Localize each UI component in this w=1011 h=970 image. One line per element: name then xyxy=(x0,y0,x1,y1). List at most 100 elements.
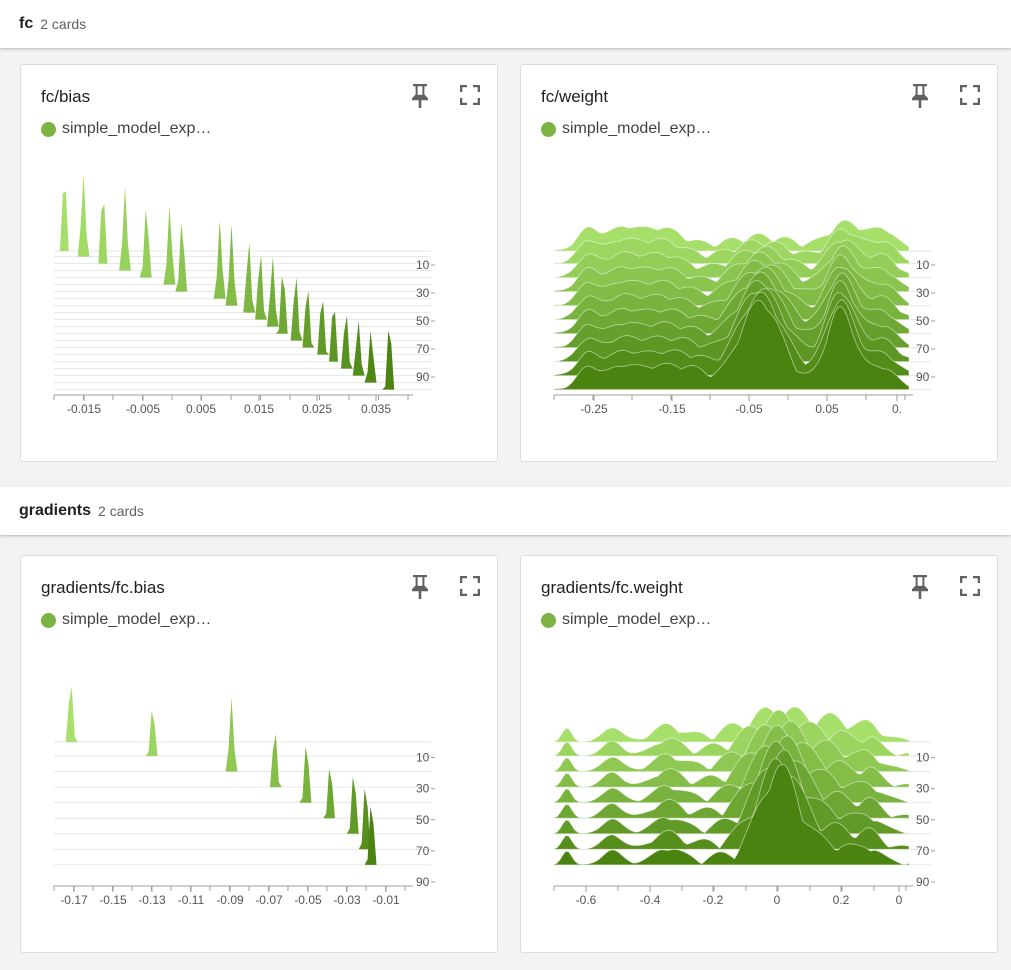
card-fc-weight: fc/weight simple_model_exp… 10 30 50 70 90 -0… xyxy=(520,64,998,462)
histogram-chart[interactable]: 10 30 50 70 90 -0.25 -0.15 -0.05 0.05 0. xyxy=(521,65,999,463)
histogram-slices xyxy=(553,219,910,390)
legend: simple_model_exp… xyxy=(41,120,211,138)
pin-icon xyxy=(912,84,928,108)
x-tick-label: -0.005 xyxy=(126,402,160,416)
pin-icon xyxy=(412,575,428,599)
group-card-count: 2 cards xyxy=(40,16,87,32)
step-tick-label: 30 xyxy=(916,286,930,300)
step-tick-label: 30 xyxy=(416,782,430,796)
histogram-slice[interactable] xyxy=(553,291,910,376)
group-title: fc xyxy=(19,15,34,32)
histogram-slice[interactable] xyxy=(553,245,910,292)
card-gradients-fc-weight: gradients/fc.weight simple_model_exp… 10… xyxy=(520,555,998,953)
histogram-slice[interactable] xyxy=(54,301,409,355)
step-tick-label: 90 xyxy=(916,370,930,384)
fullscreen-icon xyxy=(960,85,980,105)
fullscreen-button[interactable] xyxy=(457,572,483,600)
histogram-chart[interactable]: 10 30 50 70 90 -0.17 -0.15 -0.13 -0.11 -0.09 -0.07… xyxy=(21,556,499,954)
pin-button[interactable] xyxy=(407,81,433,109)
x-tick-label: -0.15 xyxy=(658,402,686,416)
histogram-chart[interactable]: 10 30 50 70 90 -0.015 -0.005 0.005 0.015 0.025 0.0… xyxy=(21,65,499,463)
step-tick-label: 10 xyxy=(916,751,930,765)
step-tick-label: 50 xyxy=(916,813,930,827)
x-tick-label: -0.2 xyxy=(703,893,724,907)
fullscreen-button[interactable] xyxy=(957,81,983,109)
histogram-slice[interactable] xyxy=(553,228,910,264)
histogram-slice[interactable] xyxy=(54,186,409,271)
histogram-slice[interactable] xyxy=(553,735,910,804)
x-tick-label: -0.01 xyxy=(372,893,400,907)
histogram-slice[interactable] xyxy=(553,764,910,866)
run-color-dot xyxy=(541,121,556,137)
step-tick-label: 50 xyxy=(416,813,430,827)
group-card-count: 2 cards xyxy=(98,503,144,519)
step-tick-label: 90 xyxy=(416,875,430,889)
x-tick-label: -0.015 xyxy=(67,402,101,416)
x-tick-label: -0.4 xyxy=(640,893,661,907)
x-tick-label: -0.09 xyxy=(216,893,244,907)
run-label: simple_model_exp… xyxy=(562,120,712,137)
histogram-slice[interactable] xyxy=(553,740,910,819)
pin-button[interactable] xyxy=(907,572,933,600)
card-fc-bias: fc/bias simple_model_exp… 10 30 50 70 90 -0.0… xyxy=(20,64,498,462)
x-tick-label: 0 xyxy=(896,893,903,907)
x-axis: -0.015 -0.005 0.005 0.015 0.025 0.035 xyxy=(53,394,413,416)
group-header-gradients[interactable]: gradients 2 cards xyxy=(0,487,1011,535)
step-axis: 10 30 50 70 90 xyxy=(416,751,435,889)
histogram-slice[interactable] xyxy=(553,706,910,743)
run-label: simple_model_exp… xyxy=(62,611,212,628)
histogram-slices xyxy=(553,706,910,866)
step-axis: 10 30 50 70 90 xyxy=(916,751,935,889)
step-gridlines xyxy=(54,250,431,391)
step-tick-label: 10 xyxy=(416,751,430,765)
step-tick-label: 10 xyxy=(916,258,930,272)
x-tick-label: -0.6 xyxy=(576,893,597,907)
legend: simple_model_exp… xyxy=(41,611,211,629)
step-tick-label: 30 xyxy=(416,286,430,300)
histogram-slice[interactable] xyxy=(553,254,910,306)
histogram-slices xyxy=(54,174,409,390)
x-tick-label: -0.05 xyxy=(735,402,763,416)
step-tick-label: 90 xyxy=(416,370,430,384)
legend: simple_model_exp… xyxy=(541,611,711,629)
x-tick-label: -0.15 xyxy=(99,893,127,907)
fullscreen-button[interactable] xyxy=(957,572,983,600)
histogram-slice[interactable] xyxy=(54,806,409,865)
x-tick-label: 0.05 xyxy=(815,402,839,416)
histogram-slice[interactable] xyxy=(54,330,409,383)
card-title: gradients/fc.weight xyxy=(541,578,683,597)
x-tick-label: 0.2 xyxy=(833,893,850,907)
step-tick-label: 50 xyxy=(416,314,430,328)
group-title: gradients xyxy=(19,502,92,519)
pin-button[interactable] xyxy=(907,81,933,109)
x-tick-label: -0.03 xyxy=(333,893,361,907)
card-title: gradients/fc.bias xyxy=(41,578,165,597)
x-tick-label: 0. xyxy=(892,402,902,416)
step-tick-label: 50 xyxy=(916,314,930,328)
step-tick-label: 90 xyxy=(916,875,930,889)
fullscreen-icon xyxy=(460,85,480,105)
histogram-slice[interactable] xyxy=(553,299,910,390)
card-title: fc/bias xyxy=(41,87,91,106)
x-tick-label: -0.05 xyxy=(294,893,322,907)
step-axis: 10 30 50 70 90 xyxy=(916,258,935,384)
run-label: simple_model_exp… xyxy=(562,611,712,628)
histogram-slice[interactable] xyxy=(54,697,409,772)
histogram-slice[interactable] xyxy=(553,749,910,835)
histogram-slice[interactable] xyxy=(553,280,910,348)
histogram-slice[interactable] xyxy=(553,271,910,334)
x-tick-label: -0.13 xyxy=(138,893,166,907)
histogram-slice[interactable] xyxy=(54,224,409,306)
x-tick-label: 0.035 xyxy=(361,402,391,416)
pin-icon xyxy=(412,84,428,108)
card-gradients-fc-bias: gradients/fc.bias simple_model_exp… 10 30… xyxy=(20,555,498,953)
histogram-slice[interactable] xyxy=(553,757,910,850)
histogram-chart[interactable]: 10 30 50 70 90 -0.6 -0.4 -0.2 0 0.2 0 xyxy=(521,556,999,954)
group-header-fc[interactable]: fc 2 cards xyxy=(0,0,1011,48)
x-tick-label: 0.015 xyxy=(244,402,274,416)
pin-button[interactable] xyxy=(407,572,433,600)
fullscreen-button[interactable] xyxy=(457,81,483,109)
histogram-slice[interactable] xyxy=(54,776,409,834)
card-title: fc/weight xyxy=(541,87,609,106)
step-tick-label: 70 xyxy=(416,844,430,858)
